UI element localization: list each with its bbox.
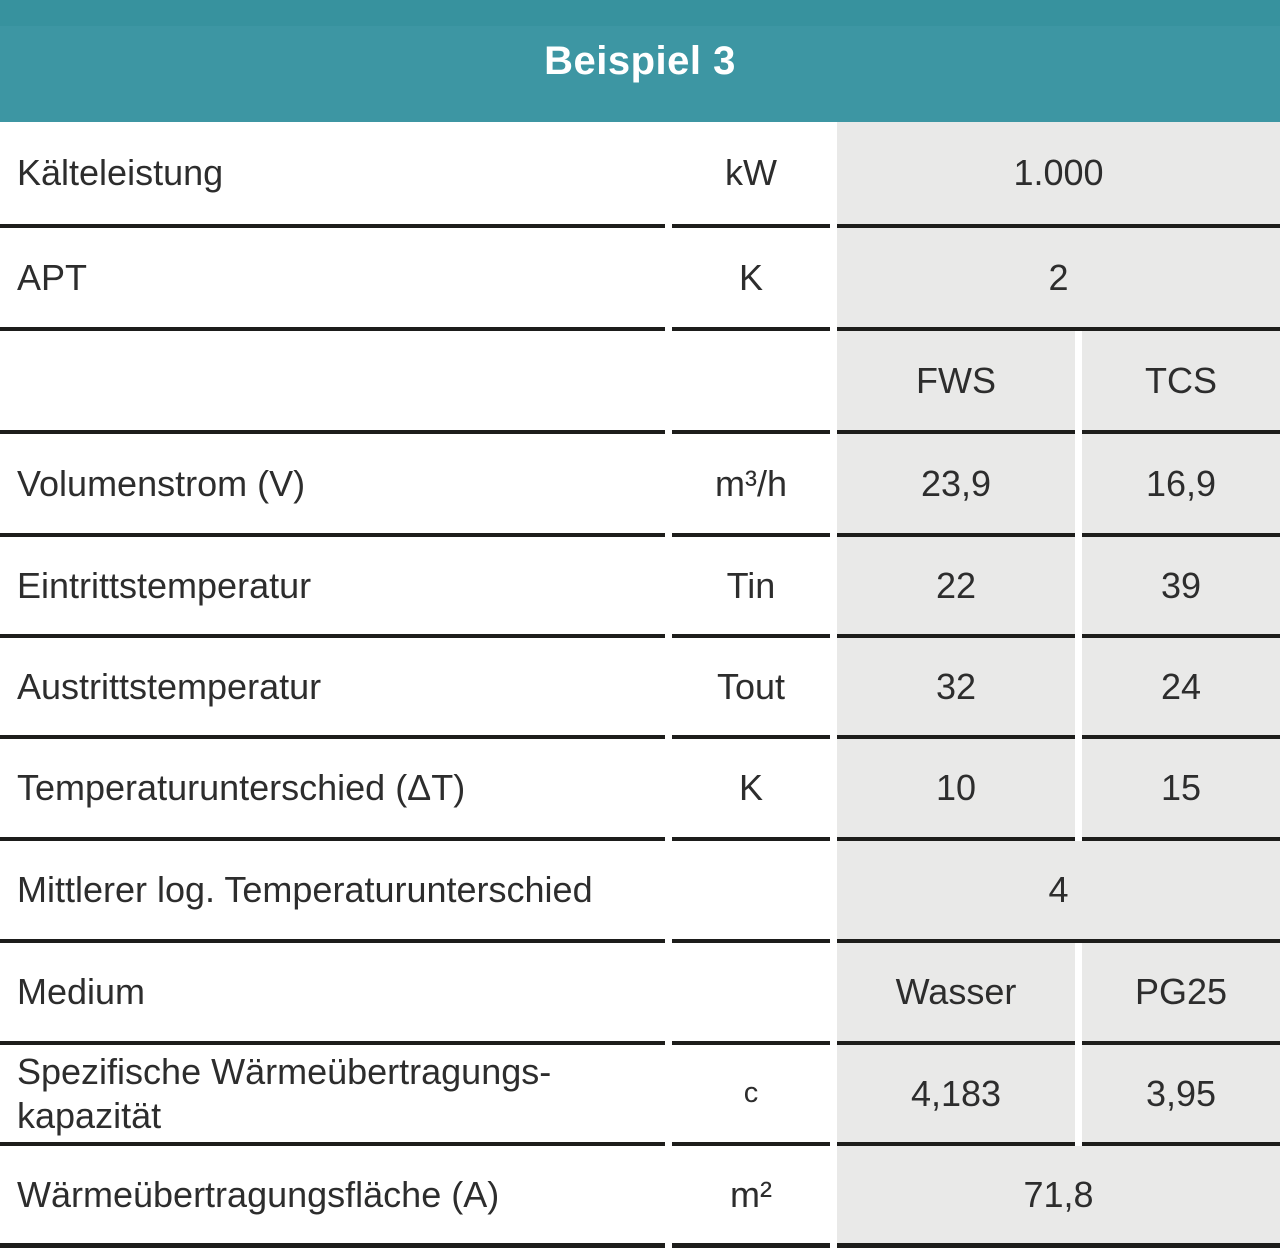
row-label: Volumenstrom (V) [0,434,665,537]
table-row: Kälteleistung kW 1.000 [0,122,1280,228]
table-row: Mittlerer log. Temperaturunterschied 4 [0,841,1280,943]
row-label: Temperaturunterschied (ΔT) [0,739,665,841]
row-unit: Tout [672,638,830,739]
row-value-fws: 10 [837,739,1075,841]
table-row: Medium Wasser PG25 [0,943,1280,1045]
table-row: Eintrittstemperatur Tin 22 39 [0,537,1280,638]
table-row: Spezifische Wärmeübertragungs-kapazität … [0,1045,1280,1146]
table-title-band: Beispiel 3 [0,0,1280,122]
row-unit [672,331,830,434]
row-value-tcs: PG25 [1082,943,1280,1045]
row-label [0,331,665,434]
table-row-column-headers: FWS TCS [0,331,1280,434]
row-unit: m³/h [672,434,830,537]
row-value-tcs: 3,95 [1082,1045,1280,1146]
table-row: Temperaturunterschied (ΔT) K 10 15 [0,739,1280,841]
row-label: Mittlerer log. Temperaturunterschied [0,841,665,943]
row-value-fws: 32 [837,638,1075,739]
row-unit [672,943,830,1045]
row-value-tcs: 39 [1082,537,1280,638]
row-value-fws: Wasser [837,943,1075,1045]
row-unit [672,841,830,943]
row-value-tcs: 16,9 [1082,434,1280,537]
row-value: 2 [837,228,1280,331]
row-label: Austrittstemperatur [0,638,665,739]
row-value-tcs: 15 [1082,739,1280,841]
row-unit: Tin [672,537,830,638]
row-label: Spezifische Wärmeübertragungs-kapazität [0,1045,665,1146]
table-title: Beispiel 3 [544,38,736,83]
row-label: Medium [0,943,665,1045]
row-value-fws: 23,9 [837,434,1075,537]
row-label: Eintrittstemperatur [0,537,665,638]
row-unit: K [672,228,830,331]
row-label: APT [0,228,665,331]
row-value-fws: 4,183 [837,1045,1075,1146]
row-value: 1.000 [837,122,1280,228]
row-value: 4 [837,841,1280,943]
row-value-tcs: 24 [1082,638,1280,739]
row-unit: K [672,739,830,841]
row-value: 71,8 [837,1146,1280,1248]
row-unit: c [672,1045,830,1146]
row-unit: kW [672,122,830,228]
table-row: Wärmeübertragungsfläche (A) m² 71,8 [0,1146,1280,1248]
row-value-fws: 22 [837,537,1075,638]
column-header-fws: FWS [837,331,1075,434]
table-row: APT K 2 [0,228,1280,331]
row-unit: m² [672,1146,830,1248]
row-label: Wärmeübertragungsfläche (A) [0,1146,665,1248]
table-row: Volumenstrom (V) m³/h 23,9 16,9 [0,434,1280,537]
table-row: Austrittstemperatur Tout 32 24 [0,638,1280,739]
row-label: Kälteleistung [0,122,665,228]
column-header-tcs: TCS [1082,331,1280,434]
